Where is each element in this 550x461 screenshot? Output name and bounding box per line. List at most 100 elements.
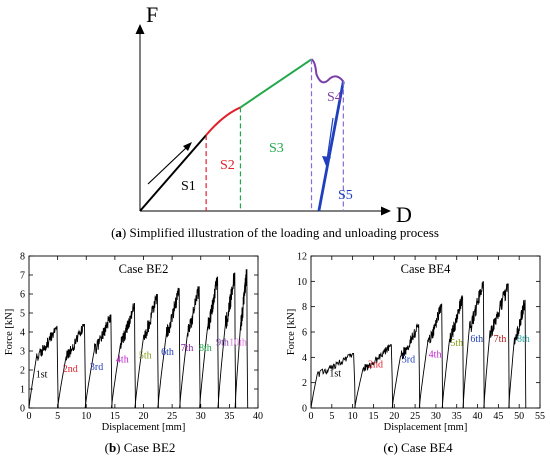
stage-label-s5: S5 bbox=[338, 188, 353, 203]
cycle-curve bbox=[418, 303, 444, 409]
cycle-curve bbox=[57, 323, 87, 409]
chart-title: Case BE2 bbox=[119, 262, 169, 276]
cycle-curve bbox=[199, 276, 219, 409]
x-tick-label: 30 bbox=[431, 411, 441, 422]
y-tick-label: 5 bbox=[20, 309, 25, 320]
stage-s1-curve bbox=[139, 134, 207, 212]
cycle-curve bbox=[157, 287, 181, 409]
caption-c-text: Case BE4 bbox=[398, 440, 453, 455]
cycle-label: 5th bbox=[139, 351, 152, 362]
y-tick-label: 4 bbox=[302, 353, 307, 364]
y-tick-label: 10 bbox=[297, 277, 307, 288]
caption-b: (b) Case BE2 bbox=[105, 440, 176, 455]
schematic-y-arrow bbox=[135, 24, 145, 34]
x-tick-label: 45 bbox=[493, 411, 503, 422]
schematic-x-label: D bbox=[396, 202, 412, 227]
plot-frame bbox=[310, 255, 541, 409]
cycle-label: 8th bbox=[199, 343, 212, 354]
stage-label-s4: S4 bbox=[327, 90, 342, 105]
caption-c: (c) Case BE4 bbox=[383, 440, 453, 455]
stage-label-s3: S3 bbox=[269, 141, 284, 156]
x-tick-label: 40 bbox=[253, 411, 263, 422]
y-tick-label: 1 bbox=[20, 385, 25, 396]
cycle-curve bbox=[217, 272, 237, 409]
cycle-curve bbox=[462, 281, 485, 409]
schematic-curves bbox=[139, 58, 345, 212]
x-tick-label: 40 bbox=[473, 411, 483, 422]
caption-a-text: Simplified illustration of the loading a… bbox=[126, 225, 439, 240]
stage-label-s2: S2 bbox=[220, 158, 235, 173]
x-axis-label: Displacement [mm] bbox=[102, 422, 186, 433]
x-tick-label: 0 bbox=[27, 411, 32, 422]
cycle-label: 5th bbox=[450, 338, 463, 349]
loading-direction-arrow bbox=[147, 146, 188, 185]
caption-c-tag: c bbox=[388, 440, 394, 455]
cycle-curve bbox=[483, 283, 510, 409]
y-tick-label: 3 bbox=[20, 347, 25, 358]
x-tick-label: 5 bbox=[329, 411, 334, 422]
y-axis-label: Force [kN] bbox=[4, 309, 15, 355]
x-tick-label: 15 bbox=[110, 411, 120, 422]
y-tick-label: 2 bbox=[302, 378, 307, 389]
cycle-curve bbox=[234, 269, 249, 409]
caption-a-tag: a bbox=[115, 225, 122, 240]
cycle-curve bbox=[354, 343, 394, 409]
cycle-label: 7th bbox=[494, 334, 507, 345]
stage-s2-curve bbox=[205, 106, 241, 136]
unloading-direction-arrow bbox=[326, 117, 334, 161]
y-axis-label: Force [kN] bbox=[286, 309, 297, 355]
cycle-curve bbox=[84, 314, 113, 409]
cycle-label: 2nd bbox=[63, 364, 78, 375]
cycle-label: 8th bbox=[517, 334, 530, 345]
cycle-label: 3rd bbox=[402, 354, 415, 365]
y-tick-label: 7 bbox=[20, 271, 25, 282]
cycle-label: 6th bbox=[161, 347, 174, 358]
cycle-label: 3rd bbox=[90, 362, 103, 373]
panel-c-chart: 0 5 10 15 20 25 30 35 40 45 50 55 0 2 4 6 8 10 12 Displacem… bbox=[286, 252, 545, 434]
x-tick-label: 20 bbox=[389, 411, 399, 422]
schematic-x-arrow bbox=[381, 206, 391, 216]
x-tick-label: 20 bbox=[139, 411, 149, 422]
y-tick-label: 2 bbox=[20, 366, 25, 377]
stage-s4-curve bbox=[310, 58, 345, 84]
y-tick-label: 6 bbox=[20, 290, 25, 301]
unloading-arrow-head bbox=[322, 156, 331, 166]
stage-s5-unloading-line bbox=[317, 81, 345, 212]
x-tick-label: 55 bbox=[535, 411, 545, 422]
x-tick-label: 25 bbox=[410, 411, 420, 422]
x-tick-label: 0 bbox=[309, 411, 314, 422]
cycle-curve bbox=[110, 303, 136, 409]
cycle-label: 9th bbox=[216, 337, 229, 348]
x-tick-label: 10 bbox=[348, 411, 358, 422]
cycle-curve bbox=[391, 323, 421, 409]
x-tick-label: 35 bbox=[452, 411, 462, 422]
y-tick-label: 0 bbox=[20, 404, 25, 415]
y-tick-label: 12 bbox=[297, 252, 307, 263]
cycle-curve bbox=[310, 353, 356, 409]
caption-a: (a) Simplified illustration of the loadi… bbox=[111, 225, 439, 240]
caption-b-text: Case BE2 bbox=[121, 440, 176, 455]
cycle-label: 1st bbox=[329, 368, 341, 379]
x-tick-label: 50 bbox=[514, 411, 524, 422]
y-tick-label: 4 bbox=[20, 328, 25, 339]
cycle-curve bbox=[441, 294, 464, 409]
loading-arrow-head bbox=[183, 142, 192, 151]
x-tick-label: 5 bbox=[55, 411, 60, 422]
x-tick-label: 10 bbox=[81, 411, 91, 422]
cycle-label: 1st bbox=[36, 370, 48, 381]
cycle-label: 2nd bbox=[368, 359, 383, 370]
y-tick-label: 8 bbox=[302, 302, 307, 313]
cycle-curve bbox=[28, 325, 59, 409]
panel-b-chart: 0 5 10 15 20 25 30 35 40 0 1 2 3 4 5 6 7 8 Displacement [m… bbox=[4, 252, 263, 434]
stage-s3-curve bbox=[239, 58, 313, 109]
x-tick-label: 35 bbox=[224, 411, 234, 422]
schematic-stage-labels: S1 S2 S3 S4 S5 bbox=[181, 90, 353, 203]
cycle-curve bbox=[134, 293, 159, 409]
schematic-y-label: F bbox=[146, 2, 158, 27]
y-tick-label: 8 bbox=[20, 252, 25, 263]
cycle-label: 10th bbox=[229, 337, 247, 348]
cycle-curve bbox=[179, 286, 201, 409]
x-axis-label: Displacement [mm] bbox=[384, 422, 468, 433]
cycle-label: 6th bbox=[470, 334, 483, 345]
